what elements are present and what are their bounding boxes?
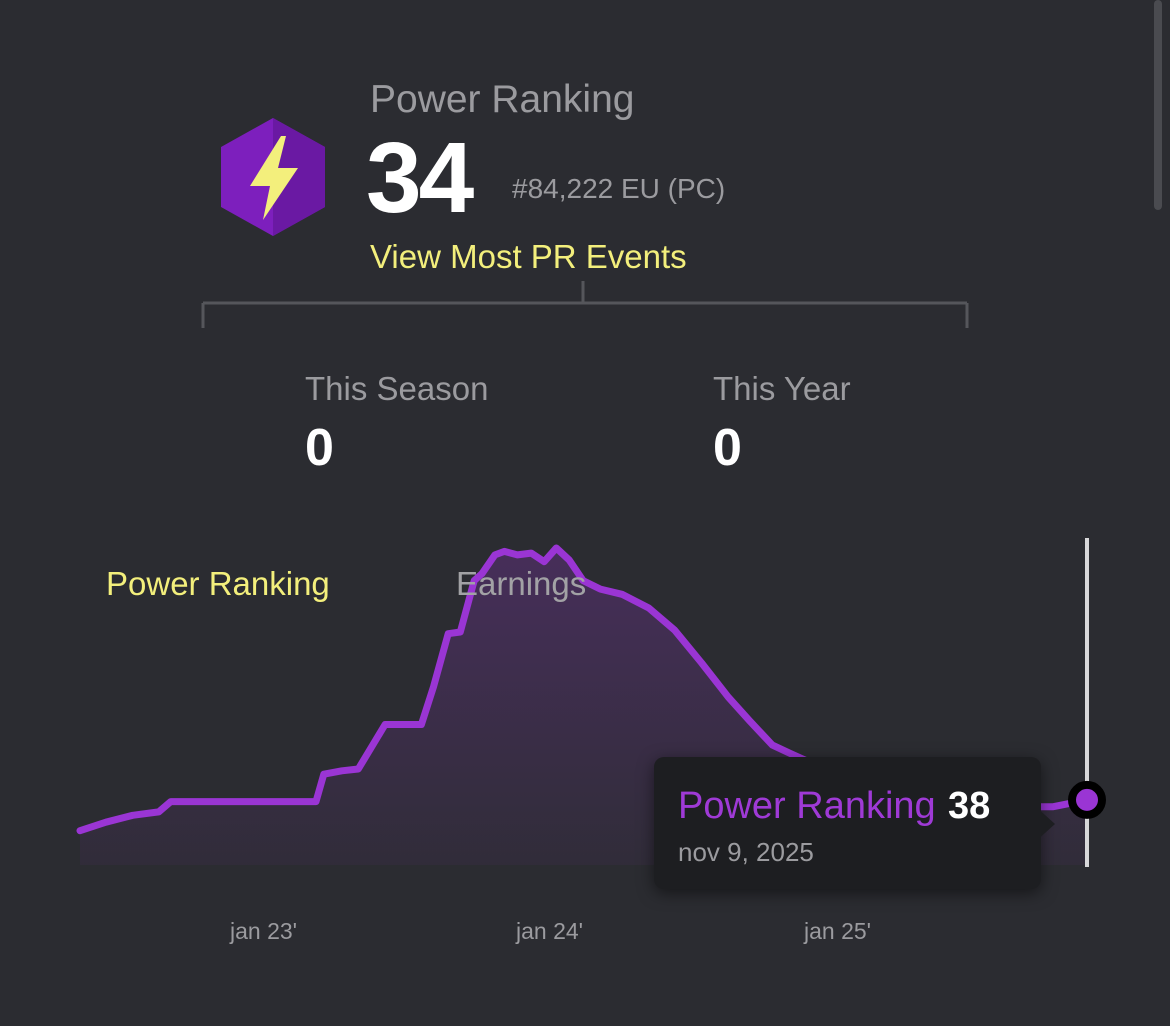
x-tick-label: jan 24' [516, 918, 584, 944]
bracket-divider [201, 281, 969, 328]
x-tick-label: jan 23' [230, 918, 298, 944]
scrollbar[interactable] [1154, 0, 1162, 210]
tooltip-series-label: Power Ranking [678, 785, 936, 827]
this-season-value: 0 [305, 419, 334, 477]
this-season-label: This Season [305, 370, 489, 407]
lightning-hexagon-icon [221, 118, 325, 236]
power-ranking-label: Power Ranking [370, 78, 635, 121]
chart-tooltip: Power Ranking 38 nov 9, 2025 [654, 757, 1041, 889]
x-tick-label: jan 25' [804, 918, 872, 944]
region-rank: #84,222 EU (PC) [512, 173, 726, 204]
view-pr-events-link[interactable]: View Most PR Events [370, 238, 687, 275]
tooltip-value: 38 [948, 785, 991, 827]
tooltip-arrow [1035, 806, 1055, 842]
tab-earnings[interactable]: Earnings [456, 565, 587, 602]
tooltip-date: nov 9, 2025 [678, 837, 814, 867]
this-year-value: 0 [713, 419, 742, 477]
hover-data-point [1068, 780, 1106, 819]
this-year-label: This Year [713, 370, 851, 407]
tab-power-ranking[interactable]: Power Ranking [106, 565, 330, 602]
power-ranking-value: 34 [366, 122, 474, 234]
